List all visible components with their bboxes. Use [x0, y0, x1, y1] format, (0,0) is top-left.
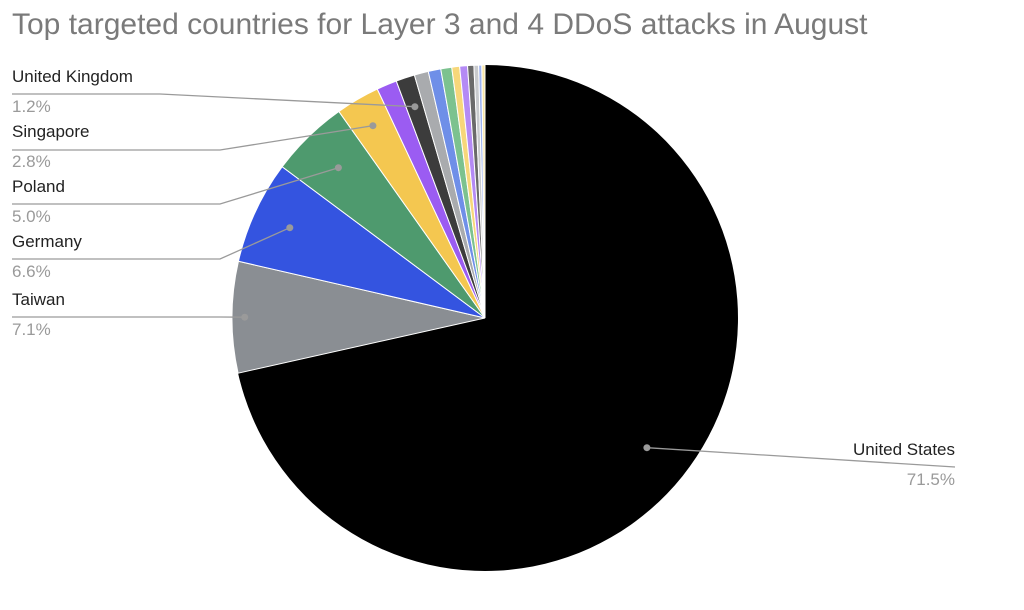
slice-label-united-states: United States [853, 440, 955, 459]
leader-dot-germany [286, 224, 294, 232]
leader-dot-taiwan [241, 313, 249, 321]
slice-value-united-states: 71.5% [907, 470, 955, 489]
leader-dot-poland [334, 164, 342, 172]
leader-line-poland [12, 167, 339, 205]
slice-value-poland: 5.0% [12, 207, 51, 226]
slice-value-united-kingdom: 1.2% [12, 97, 51, 116]
slice-value-germany: 6.6% [12, 262, 51, 281]
slice-label-united-kingdom: United Kingdom [12, 67, 133, 86]
pie-slice-united-states [238, 65, 738, 571]
leader-dot-united-states [643, 444, 651, 452]
slice-label-taiwan: Taiwan [12, 290, 65, 309]
leader-dot-singapore [369, 122, 377, 130]
leader-line-united-states [646, 447, 956, 468]
slice-value-taiwan: 7.1% [12, 320, 51, 339]
leader-line-united-kingdom [12, 93, 415, 108]
leader-line-germany [12, 227, 291, 260]
leader-dot-united-kingdom [411, 103, 419, 111]
pie-slice-other-15 [481, 64, 486, 319]
slice-label-singapore: Singapore [12, 122, 90, 141]
leader-line-singapore [12, 125, 374, 151]
slice-value-singapore: 2.8% [12, 152, 51, 171]
chart-title: Top targeted countries for Layer 3 and 4… [12, 8, 868, 41]
slice-label-germany: Germany [12, 232, 82, 251]
slice-label-poland: Poland [12, 177, 65, 196]
